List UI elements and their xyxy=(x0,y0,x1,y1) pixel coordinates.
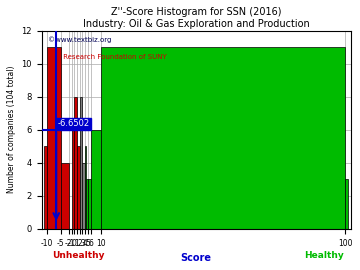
Text: Healthy: Healthy xyxy=(305,251,345,261)
Bar xyxy=(61,163,69,229)
Bar xyxy=(102,47,345,229)
Bar xyxy=(74,97,77,229)
Title: Z''-Score Histogram for SSN (2016)
Industry: Oil & Gas Exploration and Productio: Z''-Score Histogram for SSN (2016) Indus… xyxy=(83,7,310,29)
Bar xyxy=(72,130,74,229)
Text: Unhealthy: Unhealthy xyxy=(53,251,105,261)
Bar xyxy=(86,179,88,229)
Text: -6.6502: -6.6502 xyxy=(58,119,90,129)
Bar xyxy=(44,146,47,229)
Bar xyxy=(90,130,102,229)
Bar xyxy=(88,179,90,229)
Bar xyxy=(85,146,86,229)
Text: The Research Foundation of SUNY: The Research Foundation of SUNY xyxy=(48,55,167,60)
Bar xyxy=(77,146,80,229)
X-axis label: Score: Score xyxy=(181,253,212,263)
Bar xyxy=(80,97,82,229)
Bar xyxy=(47,47,61,229)
Bar xyxy=(82,163,85,229)
Bar xyxy=(345,179,348,229)
Y-axis label: Number of companies (104 total): Number of companies (104 total) xyxy=(7,66,16,194)
Text: ©www.textbiz.org: ©www.textbiz.org xyxy=(48,37,111,43)
